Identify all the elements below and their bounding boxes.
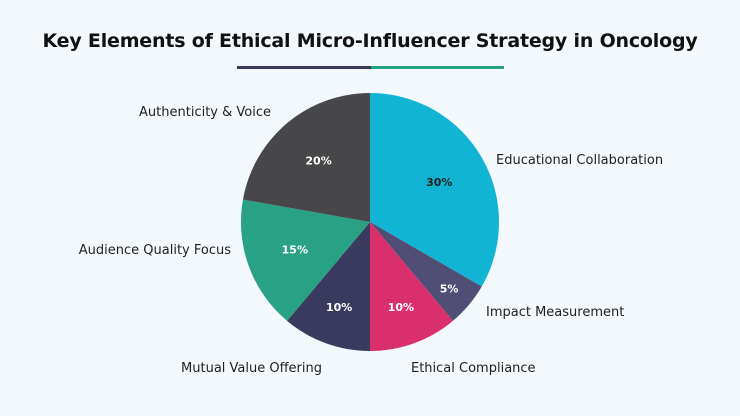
- category-label-educational-collaboration: Educational Collaboration: [496, 153, 663, 168]
- category-label-mutual-value-offering: Mutual Value Offering: [181, 361, 322, 376]
- underline-right-segment: [370, 66, 504, 69]
- pie-slice-educational-collaboration: [370, 93, 499, 287]
- underline-left-segment: [237, 66, 371, 69]
- value-label-impact-measurement: 5%: [440, 282, 459, 295]
- value-label-audience-quality-focus: 15%: [282, 243, 308, 256]
- category-label-impact-measurement: Impact Measurement: [486, 305, 624, 320]
- value-label-educational-collaboration: 30%: [426, 176, 452, 189]
- pie-slices: [240, 93, 499, 351]
- pie-slice-audience-quality-focus: [240, 199, 370, 321]
- pie-slice-authenticity-and-voice: [242, 93, 370, 222]
- pie-slice-ethical-compliance: [370, 222, 453, 351]
- category-label-authenticity-and-voice: Authenticity & Voice: [139, 105, 271, 120]
- category-label-ethical-compliance: Ethical Compliance: [411, 361, 536, 376]
- pie-slice-mutual-value-offering: [287, 222, 370, 351]
- pie-category-labels: Educational Collaboration Impact Measurem…: [79, 105, 663, 376]
- value-label-authenticity-and-voice: 20%: [305, 155, 331, 168]
- category-label-audience-quality-focus: Audience Quality Focus: [79, 243, 231, 258]
- chart-title: Key Elements of Ethical Micro-Influencer…: [42, 30, 698, 52]
- pie-value-labels: 30% 5% 10% 10% 15% 20%: [282, 155, 459, 314]
- value-label-ethical-compliance: 10%: [388, 301, 414, 314]
- pie-slice-impact-measurement: [370, 222, 482, 321]
- value-label-mutual-value-offering: 10%: [326, 301, 352, 314]
- title-underline: [237, 66, 504, 69]
